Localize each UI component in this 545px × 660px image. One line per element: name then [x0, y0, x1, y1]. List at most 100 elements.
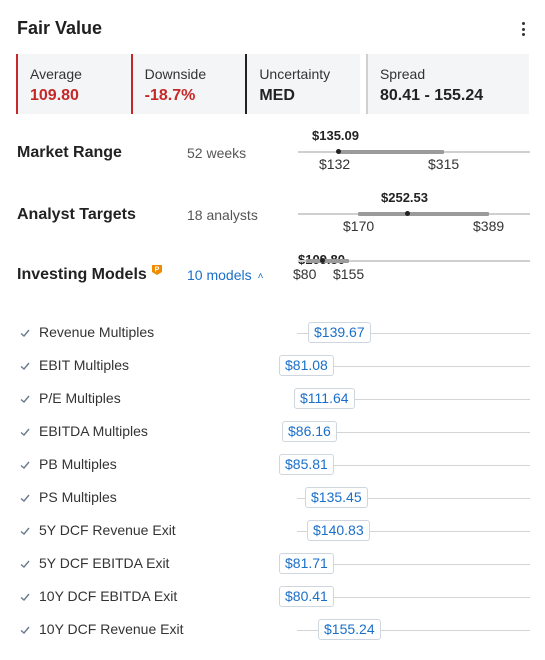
metric-accent-bar [245, 54, 248, 114]
model-value[interactable]: $140.83 [307, 520, 370, 541]
model-name: P/E Multiples [39, 390, 121, 406]
model-row: P/E Multiples $111.64 [17, 388, 530, 410]
model-track [297, 630, 530, 631]
metric-label: Average [30, 66, 82, 82]
model-row: 10Y DCF EBITDA Exit $80.41 [17, 586, 530, 608]
range-current-label: $252.53 [381, 190, 428, 205]
range-current-marker [405, 211, 410, 216]
checkbox-icon[interactable] [19, 392, 31, 404]
model-name: Revenue Multiples [39, 324, 155, 340]
model-track [297, 366, 530, 367]
model-track [297, 432, 530, 433]
range-high-label: $389 [473, 218, 505, 234]
checkbox-icon[interactable] [19, 326, 31, 338]
model-track [297, 564, 530, 565]
range-low-label: $132 [319, 156, 351, 172]
metric-value: MED [259, 87, 295, 104]
model-value[interactable]: $139.67 [308, 322, 371, 343]
model-row: PS Multiples $135.45 [17, 487, 530, 509]
investing-models-label: Investing Models [17, 266, 147, 283]
model-value[interactable]: $111.64 [294, 388, 355, 409]
checkbox-icon[interactable] [19, 590, 31, 602]
range-low-label: $170 [343, 218, 375, 234]
range-high-label: $315 [428, 156, 460, 172]
range-segment [338, 150, 444, 154]
metric-downside: Downside -18.7% [130, 54, 246, 114]
market-range-row: Market Range 52 weeks $135.09 $132 $315 [17, 128, 530, 182]
model-value[interactable]: $80.41 [279, 586, 334, 607]
fair-value-metrics: Average 109.80 Downside -18.7% Uncertain… [16, 54, 529, 114]
model-row: 10Y DCF Revenue Exit $155.24 [17, 619, 530, 641]
range-high-label: $155 [333, 266, 365, 282]
metric-accent-bar [365, 54, 368, 114]
model-value[interactable]: $155.24 [318, 619, 381, 640]
models-toggle-link[interactable]: 10 models ˄ [187, 267, 263, 283]
range-segment [358, 212, 489, 216]
checkbox-icon[interactable] [19, 425, 31, 437]
range-current-marker [320, 258, 325, 263]
metric-label: Uncertainty [259, 66, 331, 82]
checkbox-icon[interactable] [19, 623, 31, 635]
model-row: EBIT Multiples $81.08 [17, 355, 530, 377]
model-name: EBITDA Multiples [39, 423, 148, 439]
metric-uncertainty: Uncertainty MED [245, 54, 360, 114]
range-current-label: $135.09 [312, 128, 359, 143]
model-name: 10Y DCF Revenue Exit [39, 621, 184, 637]
more-vertical-icon[interactable] [520, 22, 526, 36]
model-row: 5Y DCF EBITDA Exit $81.71 [17, 553, 530, 575]
model-name: 10Y DCF EBITDA Exit [39, 588, 178, 604]
analyst-count: 18 analysts [187, 207, 258, 223]
model-name: 5Y DCF Revenue Exit [39, 522, 176, 538]
analyst-targets-label: Analyst Targets [17, 206, 136, 223]
model-track [297, 597, 530, 598]
model-row: EBITDA Multiples $86.16 [17, 421, 530, 443]
model-value[interactable]: $81.71 [279, 553, 334, 574]
checkbox-icon[interactable] [19, 359, 31, 371]
metric-value: 80.41 - 155.24 [379, 87, 484, 104]
page-title: Fair Value [17, 18, 103, 38]
market-range-slider: $135.09 $132 $315 [298, 128, 530, 172]
investing-models-row: Investing Models P 10 models ˄ $109.80 $8… [17, 252, 530, 306]
range-low-label: $80 [293, 266, 317, 282]
fair-value-header: Fair Value [17, 18, 532, 40]
model-track [297, 399, 530, 400]
models-toggle-label: 10 models [187, 267, 252, 283]
metric-accent-bar [130, 54, 133, 114]
model-value[interactable]: $81.08 [279, 355, 334, 376]
checkbox-icon[interactable] [19, 524, 31, 536]
metric-accent-bar [16, 54, 18, 114]
model-name: EBIT Multiples [39, 357, 129, 373]
checkbox-icon[interactable] [19, 557, 31, 569]
metric-spread: Spread 80.41 - 155.24 [365, 54, 529, 114]
range-track [298, 260, 530, 262]
metric-value: 109.80 [30, 87, 79, 104]
metric-label: Spread [379, 66, 426, 82]
range-current-marker [336, 149, 341, 154]
market-range-label: Market Range [17, 144, 122, 161]
market-range-period: 52 weeks [187, 145, 247, 161]
model-value[interactable]: $86.16 [282, 421, 337, 442]
checkbox-icon[interactable] [19, 491, 31, 503]
metric-label: Downside [144, 66, 207, 82]
model-value[interactable]: $85.81 [279, 454, 334, 475]
model-value[interactable]: $135.45 [305, 487, 368, 508]
checkbox-icon[interactable] [19, 458, 31, 470]
model-track [297, 465, 530, 466]
model-name: 5Y DCF EBITDA Exit [39, 555, 170, 571]
pro-badge-icon: P [152, 265, 162, 275]
model-row: Revenue Multiples $139.67 [17, 322, 530, 344]
model-track [297, 498, 530, 499]
investing-models-slider: $109.80 $80 $155 [293, 252, 530, 296]
metric-value: -18.7% [144, 87, 196, 104]
analyst-targets-row: Analyst Targets 18 analysts $252.53 $170… [17, 190, 530, 244]
model-track [297, 333, 530, 334]
model-track [297, 531, 530, 532]
chevron-up-icon: ˄ [257, 271, 264, 282]
model-row: 5Y DCF Revenue Exit $140.83 [17, 520, 530, 542]
analyst-targets-slider: $252.53 $170 $389 [298, 190, 530, 234]
model-name: PS Multiples [39, 489, 117, 505]
model-name: PB Multiples [39, 456, 117, 472]
svg-text:P: P [155, 267, 160, 274]
range-segment [306, 259, 349, 263]
metric-average: Average 109.80 [16, 54, 131, 114]
